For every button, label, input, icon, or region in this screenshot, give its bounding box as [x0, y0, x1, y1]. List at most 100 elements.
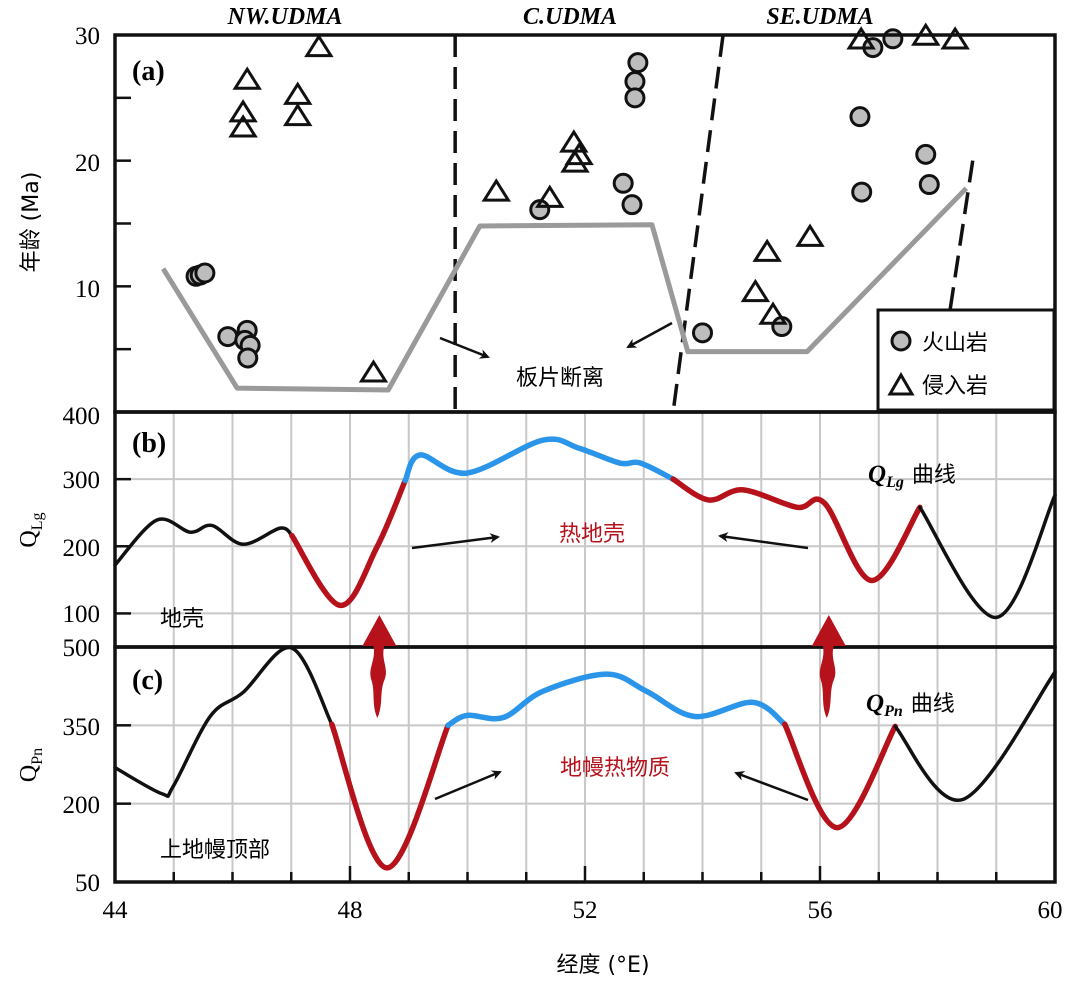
upwelling-arrows	[362, 615, 846, 718]
qpn-curve-segment-hot	[782, 721, 898, 831]
chart-marks	[113, 22, 1057, 871]
intrusive-point	[758, 301, 788, 325]
intrusive-point	[228, 99, 258, 123]
qlg-curve-segment-hot	[289, 477, 408, 609]
qpn-curve-segment-normal	[893, 670, 1057, 802]
intrusive-point	[358, 359, 389, 383]
qpn-curve-segment-hot	[329, 721, 451, 871]
y-tick-b-200: 200	[63, 535, 101, 562]
intrusive-point	[560, 149, 590, 173]
qpn-curve-label-suffix: 曲线	[911, 692, 955, 717]
qlg-curve-label-suffix: 曲线	[912, 463, 956, 488]
qlg-curve-segment-normal	[918, 493, 1057, 620]
arrow-mantle-left	[434, 770, 502, 801]
arrow-slab-right	[626, 321, 673, 349]
crust-label: 地壳	[160, 607, 204, 632]
y-axis-label-c: QPn	[16, 748, 46, 782]
volcanic-point	[849, 106, 871, 128]
intrusive-point	[282, 102, 313, 127]
upwelling-flame-arrow-icon	[811, 615, 846, 718]
arrow-slab-left	[439, 336, 490, 359]
volcanic-point	[624, 87, 646, 109]
qpn-curve-label-sub: Pn	[883, 703, 903, 720]
region-boundary-1	[671, 34, 725, 413]
x-tick-52: 52	[573, 897, 598, 924]
y-tick-a-20: 20	[75, 150, 100, 177]
uppermost-mantle-label: 上地幔顶部	[160, 838, 270, 863]
y-tick-a-10: 10	[75, 276, 100, 303]
y-axis-label-a: 年龄 (Ma)	[19, 172, 44, 273]
intrusive-point	[282, 81, 313, 105]
volcanic-point	[217, 326, 239, 348]
y-tick-b-100: 100	[63, 601, 101, 628]
y-tick-c-350: 350	[63, 714, 101, 741]
arrow-mantle-right	[734, 771, 809, 802]
intrusive-point	[228, 114, 258, 138]
intrusive-point	[481, 178, 512, 202]
y-axis-label-c-sub: Pn	[29, 748, 46, 765]
intrusive-point	[304, 33, 334, 58]
slab-breakoff-label: 板片断离	[516, 366, 604, 391]
intrusive-point	[232, 66, 262, 90]
intrusive-point	[795, 223, 825, 247]
legend: 火山岩 侵入岩	[876, 308, 1056, 412]
hot-crust-label: 热地壳	[559, 522, 625, 547]
volcanic-point	[194, 262, 216, 284]
intrusive-point	[535, 184, 565, 208]
y-tick-a-30: 30	[75, 23, 100, 50]
volcanic-point	[612, 172, 634, 194]
intrusive-point	[752, 238, 782, 262]
arrow-crust-right	[718, 532, 809, 550]
y-tick-c-200: 200	[63, 792, 101, 819]
x-tick-48: 48	[338, 897, 363, 924]
y-tick-b-300: 300	[63, 467, 101, 494]
volcanic-point	[237, 347, 259, 369]
legend-triangle-marker	[887, 372, 915, 396]
volcanic-point	[882, 28, 904, 50]
intrusive-point	[740, 278, 771, 303]
slab-trend-line	[161, 186, 969, 393]
panel-label-c: (c)	[132, 665, 163, 696]
panel-frames	[113, 33, 1057, 884]
arrow-crust-left	[411, 533, 500, 550]
y-tick-c-500: 500	[63, 635, 101, 662]
qpn-curve-segment-anomaly	[445, 671, 788, 729]
x-tick-60: 60	[1038, 897, 1063, 924]
qlg-curve-segment-anomaly	[402, 436, 676, 484]
qlg-curve-segment-normal	[113, 517, 294, 567]
region-label-nw: NW.UDMA	[227, 4, 343, 30]
x-tick-44: 44	[103, 897, 129, 924]
qpn-curve-segment-normal	[113, 646, 334, 798]
upwelling-flame-arrow-icon	[362, 615, 397, 718]
region-label-se: SE.UDMA	[766, 4, 873, 30]
volcanic-point	[627, 52, 649, 74]
gridlines	[115, 412, 1055, 882]
qlg-curve-segment-hot	[670, 476, 923, 584]
volcanic-point	[621, 194, 643, 216]
volcanic-point	[918, 174, 940, 196]
y-axis-label-b-main: Q	[16, 530, 42, 547]
legend-label-volcanic: 火山岩	[922, 331, 988, 356]
y-axis-label-b-sub: Lg	[29, 512, 46, 530]
qlg-curve-label-sub: Lg	[885, 474, 904, 491]
intrusive-point	[940, 26, 970, 50]
volcanic-point	[915, 143, 937, 165]
x-tick-56: 56	[808, 897, 833, 924]
region-label-c: C.UDMA	[523, 4, 617, 30]
y-tick-b-400: 400	[63, 403, 101, 430]
panel-label-a: (a)	[132, 56, 165, 87]
legend-label-intrusive: 侵入岩	[922, 374, 988, 399]
legend-circle-marker	[890, 330, 912, 352]
x-axis-label: 经度 (°E)	[556, 953, 649, 978]
mantle-hot-material-label: 地幔热物质	[560, 756, 670, 781]
volcanic-point	[692, 322, 713, 344]
qpn-curve-label: QPn 曲线	[866, 690, 955, 720]
y-axis-label-b: QLg	[16, 512, 46, 547]
y-tick-c-50: 50	[75, 870, 100, 897]
qpn-curve-label-main: Q	[866, 690, 884, 717]
qlg-curve-label-main: Q	[868, 461, 886, 488]
volcanic-point	[851, 181, 873, 203]
y-axis-label-c-main: Q	[16, 765, 42, 782]
intrusive-point	[846, 26, 876, 50]
